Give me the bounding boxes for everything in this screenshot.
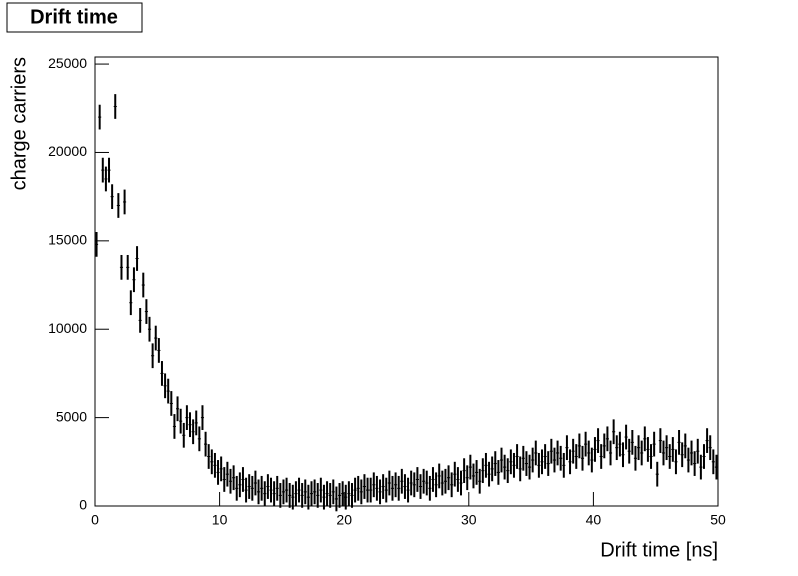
x-axis-title: Drift time [ns]	[600, 539, 718, 561]
x-tick-label: 30	[461, 512, 477, 528]
y-tick-label: 0	[79, 497, 87, 513]
x-tick-label: 0	[91, 512, 99, 528]
y-axis-title: charge carriers	[8, 57, 30, 190]
x-tick-label: 10	[212, 512, 228, 528]
x-tick-label: 50	[710, 512, 726, 528]
chart-title: Drift time	[30, 6, 118, 28]
y-tick-label: 10000	[48, 320, 87, 336]
y-tick-label: 5000	[56, 408, 87, 424]
y-tick-label: 15000	[48, 232, 87, 248]
x-tick-label: 40	[586, 512, 602, 528]
y-tick-label: 25000	[48, 55, 87, 71]
y-tick-label: 20000	[48, 143, 87, 159]
title-box	[6, 2, 143, 33]
plot-frame	[94, 56, 719, 507]
x-tick-label: 20	[336, 512, 352, 528]
